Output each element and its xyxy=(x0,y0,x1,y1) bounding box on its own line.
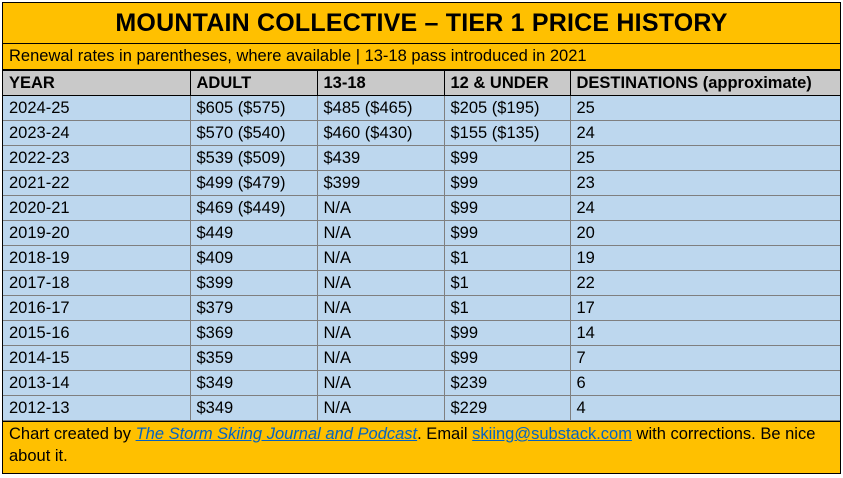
cell-age-12-under: $239 xyxy=(443,370,571,396)
cell-age-12-under: $205 ($195) xyxy=(443,95,571,121)
cell-adult: $409 xyxy=(189,245,318,271)
cell-age-13-18: N/A xyxy=(316,320,445,346)
cell-age-12-under: $99 xyxy=(443,195,571,221)
column-header-adult: ADULT xyxy=(189,70,318,96)
footer-middle: . Email xyxy=(417,425,473,443)
cell-age-12-under: $1 xyxy=(443,245,571,271)
cell-age-12-under: $99 xyxy=(443,345,571,371)
cell-age-13-18: $485 ($465) xyxy=(316,95,445,121)
cell-adult: $605 ($575) xyxy=(189,95,318,121)
cell-destinations: 25 xyxy=(569,145,840,171)
cell-age-13-18: $460 ($430) xyxy=(316,120,445,146)
table-row: 2024-25 $605 ($575) $485 ($465) $205 ($195)… xyxy=(3,95,840,121)
cell-adult: $570 ($540) xyxy=(189,120,318,146)
table-row: 2014-15 $359 N/A $99 7 xyxy=(3,345,840,371)
table-row: 2012-13 $349 N/A $229 4 xyxy=(3,395,840,421)
cell-destinations: 23 xyxy=(569,170,840,196)
cell-age-13-18: N/A xyxy=(316,295,445,321)
table-row: 2018-19 $409 N/A $1 19 xyxy=(3,245,840,271)
cell-destinations: 4 xyxy=(569,395,840,421)
cell-year: 2023-24 xyxy=(3,120,191,146)
table-row: 2015-16 $369 N/A $99 14 xyxy=(3,320,840,346)
cell-destinations: 17 xyxy=(569,295,840,321)
cell-age-13-18: N/A xyxy=(316,270,445,296)
footer-note: Chart created by The Storm Skiing Journa… xyxy=(3,421,840,467)
cell-adult: $399 xyxy=(189,270,318,296)
cell-year: 2018-19 xyxy=(3,245,191,271)
table-header-row: YEAR ADULT 13-18 12 & UNDER DESTINATIONS… xyxy=(3,70,840,96)
price-table: YEAR ADULT 13-18 12 & UNDER DESTINATIONS… xyxy=(3,70,840,421)
cell-adult: $349 xyxy=(189,370,318,396)
cell-adult: $379 xyxy=(189,295,318,321)
table-row: 2019-20 $449 N/A $99 20 xyxy=(3,220,840,246)
cell-year: 2012-13 xyxy=(3,395,191,421)
table-row: 2016-17 $379 N/A $1 17 xyxy=(3,295,840,321)
table-row: 2020-21 $469 ($449) N/A $99 24 xyxy=(3,195,840,221)
table-body: 2024-25 $605 ($575) $485 ($465) $205 ($195)… xyxy=(3,95,840,421)
cell-destinations: 24 xyxy=(569,120,840,146)
cell-destinations: 24 xyxy=(569,195,840,221)
cell-year: 2022-23 xyxy=(3,145,191,171)
cell-age-13-18: $439 xyxy=(316,145,445,171)
sheet-subtitle: Renewal rates in parentheses, where avai… xyxy=(3,44,840,70)
sheet-title: MOUNTAIN COLLECTIVE – TIER 1 PRICE HISTO… xyxy=(3,3,840,44)
cell-age-12-under: $99 xyxy=(443,145,571,171)
cell-adult: $499 ($479) xyxy=(189,170,318,196)
table-row: 2023-24 $570 ($540) $460 ($430) $155 ($135)… xyxy=(3,120,840,146)
table-row: 2022-23 $539 ($509) $439 $99 25 xyxy=(3,145,840,171)
cell-year: 2020-21 xyxy=(3,195,191,221)
cell-age-13-18: N/A xyxy=(316,245,445,271)
table-row: 2021-22 $499 ($479) $399 $99 23 xyxy=(3,170,840,196)
cell-age-13-18: N/A xyxy=(316,220,445,246)
cell-age-12-under: $99 xyxy=(443,320,571,346)
cell-year: 2021-22 xyxy=(3,170,191,196)
cell-year: 2016-17 xyxy=(3,295,191,321)
column-header-13-18: 13-18 xyxy=(316,70,445,96)
table-row: 2017-18 $399 N/A $1 22 xyxy=(3,270,840,296)
cell-destinations: 19 xyxy=(569,245,840,271)
cell-adult: $469 ($449) xyxy=(189,195,318,221)
cell-destinations: 7 xyxy=(569,345,840,371)
cell-age-12-under: $229 xyxy=(443,395,571,421)
journal-link[interactable]: The Storm Skiing Journal and Podcast xyxy=(135,425,418,443)
cell-destinations: 25 xyxy=(569,95,840,121)
cell-destinations: 22 xyxy=(569,270,840,296)
cell-age-12-under: $1 xyxy=(443,270,571,296)
footer-prefix: Chart created by xyxy=(9,425,136,443)
cell-destinations: 20 xyxy=(569,220,840,246)
cell-adult: $449 xyxy=(189,220,318,246)
cell-year: 2013-14 xyxy=(3,370,191,396)
cell-adult: $539 ($509) xyxy=(189,145,318,171)
cell-age-12-under: $99 xyxy=(443,220,571,246)
cell-year: 2019-20 xyxy=(3,220,191,246)
cell-destinations: 14 xyxy=(569,320,840,346)
cell-year: 2024-25 xyxy=(3,95,191,121)
table-row: 2013-14 $349 N/A $239 6 xyxy=(3,370,840,396)
cell-age-13-18: N/A xyxy=(316,395,445,421)
cell-age-13-18: $399 xyxy=(316,170,445,196)
column-header-destinations: DESTINATIONS (approximate) xyxy=(569,70,840,96)
cell-adult: $349 xyxy=(189,395,318,421)
cell-destinations: 6 xyxy=(569,370,840,396)
cell-adult: $359 xyxy=(189,345,318,371)
cell-age-13-18: N/A xyxy=(316,195,445,221)
footer-suffix: with corrections. Be nice about it. xyxy=(9,425,816,465)
cell-year: 2015-16 xyxy=(3,320,191,346)
cell-age-13-18: N/A xyxy=(316,345,445,371)
cell-age-13-18: N/A xyxy=(316,370,445,396)
cell-age-12-under: $99 xyxy=(443,170,571,196)
email-link[interactable]: skiing@substack.com xyxy=(472,425,632,443)
cell-year: 2017-18 xyxy=(3,270,191,296)
cell-adult: $369 xyxy=(189,320,318,346)
cell-year: 2014-15 xyxy=(3,345,191,371)
cell-age-12-under: $1 xyxy=(443,295,571,321)
column-header-12-under: 12 & UNDER xyxy=(443,70,571,96)
cell-age-12-under: $155 ($135) xyxy=(443,120,571,146)
column-header-year: YEAR xyxy=(3,70,191,96)
